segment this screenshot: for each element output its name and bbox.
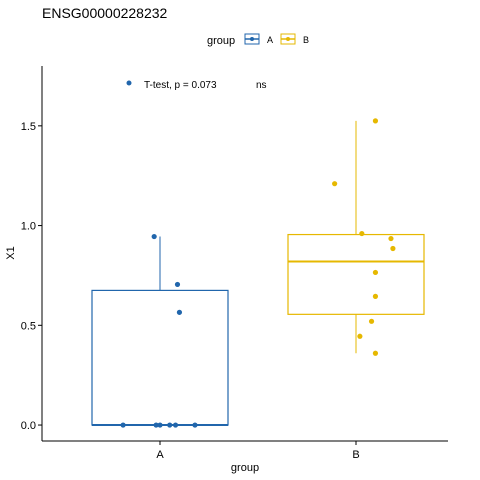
- annotation-marker: [126, 80, 132, 86]
- data-point: [390, 245, 396, 252]
- data-point: [151, 233, 157, 240]
- y-ticks: 0.0 0.5 1.0 1.5: [21, 121, 42, 432]
- legend-key-point: [250, 37, 254, 41]
- x-tick-label: A: [156, 449, 164, 461]
- chart-title: ENSG00000228232: [42, 5, 168, 21]
- legend-title: group: [207, 35, 235, 47]
- data-point: [192, 422, 198, 428]
- data-point: [332, 181, 338, 187]
- x-tick-label: B: [352, 449, 359, 461]
- legend-key-point: [286, 37, 290, 41]
- data-point: [372, 350, 379, 356]
- data-point: [372, 118, 379, 124]
- data-point: [357, 333, 363, 339]
- data-point: [172, 422, 179, 428]
- data-point: [153, 422, 159, 428]
- y-tick-label: 0.0: [21, 420, 36, 432]
- significance-label: ns: [256, 80, 267, 91]
- data-point: [368, 318, 375, 324]
- data-point: [157, 422, 163, 428]
- data-point: [174, 281, 181, 288]
- boxes: [91, 120, 425, 427]
- stat-annotation: T-test, p = 0.073 ns: [126, 80, 267, 91]
- legend-label: B: [303, 35, 309, 45]
- data-point: [388, 235, 394, 242]
- box-B: [287, 233, 425, 315]
- test-label: T-test, p = 0.073: [144, 80, 217, 91]
- data-point: [167, 422, 173, 428]
- box-A: [91, 289, 229, 426]
- y-axis-title: X1: [5, 246, 17, 259]
- data-points: [120, 118, 396, 428]
- y-tick-label: 0.5: [21, 320, 36, 332]
- x-axis-title: group: [231, 462, 259, 474]
- data-point: [176, 309, 183, 315]
- data-point: [120, 422, 126, 428]
- y-tick-label: 1.5: [21, 121, 36, 133]
- data-point: [372, 293, 379, 299]
- data-point: [359, 230, 365, 237]
- y-tick-label: 1.0: [21, 221, 36, 233]
- legend-label: A: [267, 35, 273, 45]
- data-point: [372, 269, 379, 276]
